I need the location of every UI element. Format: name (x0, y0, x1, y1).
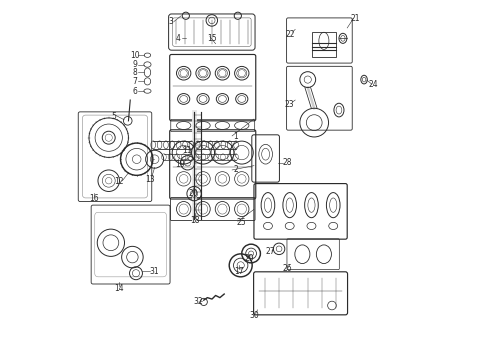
Text: 7: 7 (132, 77, 137, 86)
Text: 9: 9 (132, 60, 137, 69)
Text: 32: 32 (194, 297, 203, 306)
Text: 8: 8 (132, 68, 137, 77)
Text: 28: 28 (282, 158, 292, 167)
Text: 1: 1 (233, 132, 238, 141)
Text: 15: 15 (207, 34, 217, 43)
Text: 14: 14 (114, 284, 123, 293)
Text: 21: 21 (351, 14, 360, 23)
Text: 13: 13 (145, 175, 155, 184)
Text: 19: 19 (175, 161, 185, 170)
Text: 23: 23 (285, 100, 294, 109)
Text: 27: 27 (265, 247, 275, 256)
Text: 6: 6 (132, 86, 137, 95)
Text: 11: 11 (182, 146, 192, 155)
Text: 22: 22 (285, 30, 294, 39)
Text: 10: 10 (130, 51, 139, 60)
Text: 12: 12 (114, 177, 123, 186)
Text: 30: 30 (249, 311, 259, 320)
Text: 18: 18 (190, 216, 199, 225)
Text: 5: 5 (111, 112, 116, 121)
Text: 4: 4 (175, 34, 180, 43)
Text: 24: 24 (368, 81, 378, 90)
Text: 29: 29 (245, 255, 254, 264)
Text: 3: 3 (168, 17, 173, 26)
Text: 16: 16 (89, 194, 98, 203)
Text: 26: 26 (283, 265, 292, 274)
Text: 20: 20 (188, 189, 198, 198)
Text: 31: 31 (150, 267, 159, 276)
Text: 17: 17 (234, 267, 244, 276)
Text: 2: 2 (233, 166, 238, 175)
Bar (312, 32, 336, 57)
Text: 25: 25 (237, 218, 246, 227)
